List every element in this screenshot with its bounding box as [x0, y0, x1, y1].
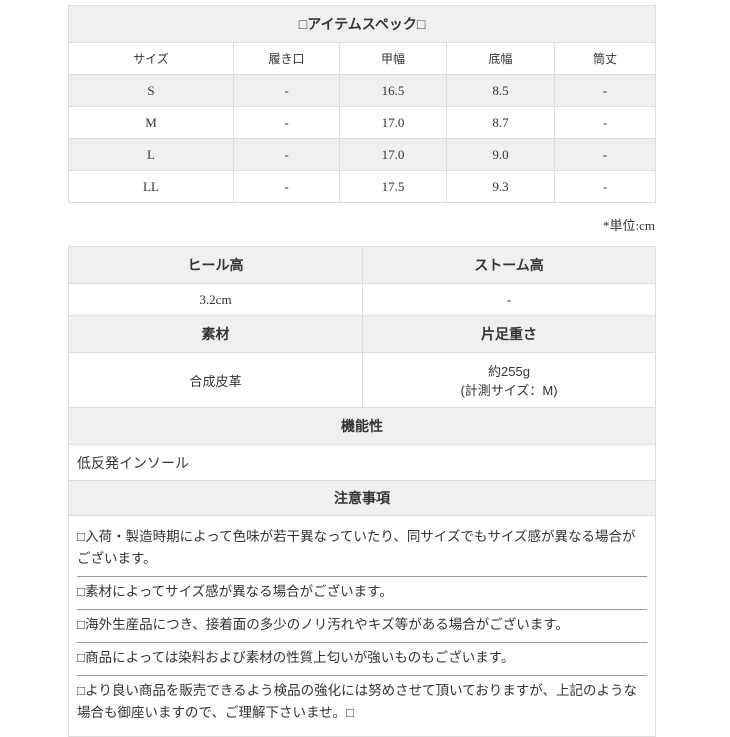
note-item: □素材によってサイズ感が異なる場合がございます。 [77, 577, 647, 610]
table-row: M -17.0 8.7- [68, 106, 657, 139]
cell: - [553, 106, 657, 139]
col-header: 筒丈 [553, 42, 657, 75]
details-table: ヒール高 ストーム高 3.2cm - 素材 片足重さ 合成皮革 約255g (計… [68, 246, 656, 737]
material-label: 素材 [68, 315, 363, 353]
cell: - [553, 74, 657, 107]
table-row: L -17.0 9.0- [68, 138, 657, 171]
material-value: 合成皮革 [68, 352, 363, 408]
cell: S [68, 74, 234, 107]
function-label: 機能性 [68, 407, 656, 445]
function-value: 低反発インソール [68, 444, 656, 481]
col-header: 甲幅 [339, 42, 447, 75]
cell: - [553, 138, 657, 171]
cell: 9.3 [446, 170, 555, 203]
cell: - [233, 106, 340, 139]
col-header: 履き口 [233, 42, 340, 75]
heel-value: 3.2cm [68, 283, 363, 316]
cell: - [553, 170, 657, 203]
cell: - [233, 138, 340, 171]
storm-label: ストーム高 [362, 246, 656, 284]
cell: M [68, 106, 234, 139]
cell: 8.7 [446, 106, 555, 139]
table-row: LL -17.5 9.3- [68, 170, 657, 203]
weight-cell: 約255g (計測サイズ：M) [362, 352, 656, 408]
notes-label: 注意事項 [68, 480, 656, 516]
cell: - [233, 74, 340, 107]
item-spec-table: □アイテムスペック□ サイズ 履き口 甲幅 底幅 筒丈 S -16.5 8.5- M… [67, 5, 657, 203]
weight-label: 片足重さ [362, 315, 656, 353]
storm-value: - [362, 283, 656, 316]
cell: - [233, 170, 340, 203]
notes-list: □入荷・製造時期によって色味が若干異なっていたり、同サイズでもサイズ感が異なる場… [68, 515, 656, 737]
spec-title: □アイテムスペック□ [67, 5, 657, 43]
weight-note: (計測サイズ：M) [460, 383, 558, 398]
cell: 9.0 [446, 138, 555, 171]
col-header: 底幅 [446, 42, 555, 75]
cell: 17.5 [339, 170, 447, 203]
cell: LL [68, 170, 234, 203]
unit-note: *単位:cm [603, 218, 655, 233]
cell: L [68, 138, 234, 171]
weight-value: 約255g [488, 364, 530, 379]
cell: 17.0 [339, 138, 447, 171]
cell: 17.0 [339, 106, 447, 139]
note-item: □商品によっては染料および素材の性質上匂いが強いものもございます。 [77, 643, 647, 676]
table-row: S -16.5 8.5- [68, 74, 657, 107]
note-item: □海外生産品につき、接着面の多少のノリ汚れやキズ等がある場合がございます。 [77, 610, 647, 643]
heel-label: ヒール高 [68, 246, 363, 284]
spec-header-row: サイズ 履き口 甲幅 底幅 筒丈 [68, 42, 657, 75]
note-item: □より良い商品を販売できるよう検品の強化には努めさせて頂いておりますが、上記のよ… [77, 683, 638, 720]
cell: 16.5 [339, 74, 447, 107]
note-item: □入荷・製造時期によって色味が若干異なっていたり、同サイズでもサイズ感が異なる場… [77, 522, 647, 577]
col-header: サイズ [68, 42, 234, 75]
cell: 8.5 [446, 74, 555, 107]
